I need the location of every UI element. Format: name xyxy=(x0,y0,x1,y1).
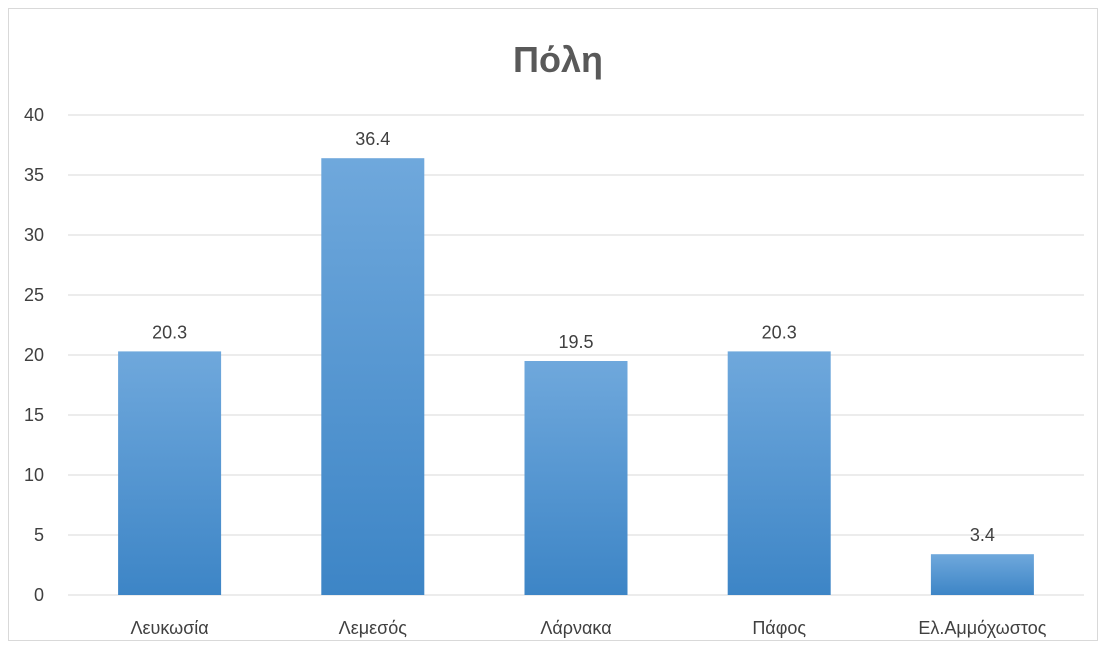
data-label: 20.3 xyxy=(152,322,187,342)
x-category-label: Πάφος xyxy=(752,618,806,638)
y-tick-label: 15 xyxy=(24,405,44,425)
data-label: 20.3 xyxy=(762,322,797,342)
gridlines xyxy=(68,114,1084,596)
bar xyxy=(118,351,222,595)
bar xyxy=(727,351,831,595)
y-tick-label: 10 xyxy=(24,465,44,485)
x-category-label: Λευκωσία xyxy=(130,618,208,638)
y-axis-ticks: 0 5 10 15 20 25 30 35 40 xyxy=(24,105,44,605)
data-label: 3.4 xyxy=(970,525,995,545)
y-tick-label: 5 xyxy=(34,525,44,545)
y-tick-label: 20 xyxy=(24,345,44,365)
y-tick-label: 25 xyxy=(24,285,44,305)
x-category-label: Λεμεσός xyxy=(339,618,408,638)
x-category-label: Ελ.Αμμόχωστος xyxy=(918,618,1046,638)
data-label: 19.5 xyxy=(558,332,593,352)
data-labels: 20.3 36.4 19.5 20.3 3.4 xyxy=(152,129,995,545)
x-axis-categories: Λευκωσία Λεμεσός Λάρνακα Πάφος Ελ.Αμμόχωστος xyxy=(130,618,1046,638)
x-category-label: Λάρνακα xyxy=(540,618,611,638)
y-tick-label: 30 xyxy=(24,225,44,245)
bar xyxy=(524,361,628,595)
chart-title: Πόλη xyxy=(513,39,603,80)
y-tick-label: 0 xyxy=(34,585,44,605)
bar xyxy=(321,158,425,595)
bars xyxy=(118,158,1034,595)
y-tick-label: 35 xyxy=(24,165,44,185)
data-label: 36.4 xyxy=(355,129,390,149)
y-tick-label: 40 xyxy=(24,105,44,125)
bar xyxy=(930,554,1034,595)
